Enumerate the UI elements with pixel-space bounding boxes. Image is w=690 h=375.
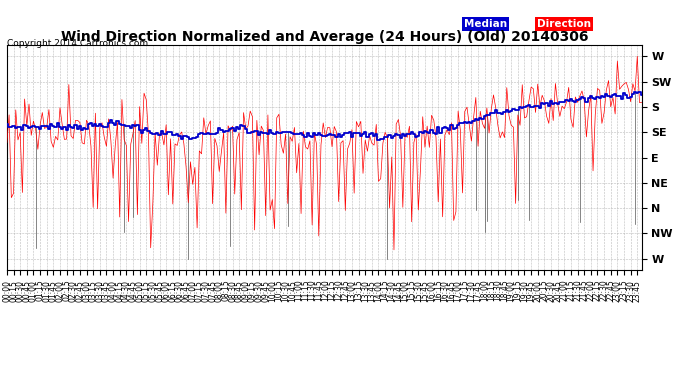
Text: Direction: Direction: [537, 19, 591, 29]
Text: Median: Median: [464, 19, 507, 29]
Text: Copyright 2014 Cartronics.com: Copyright 2014 Cartronics.com: [7, 39, 148, 48]
Title: Wind Direction Normalized and Average (24 Hours) (Old) 20140306: Wind Direction Normalized and Average (2…: [61, 30, 588, 44]
